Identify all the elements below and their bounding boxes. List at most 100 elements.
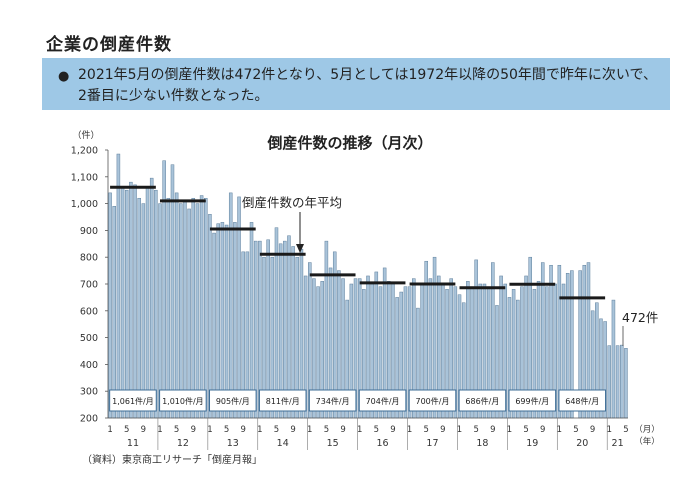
y-tick-label: 400 [80,360,98,371]
x-month-tick: 9 [191,425,196,435]
year-average-box [558,389,607,412]
x-unit-year: （年） [634,436,660,447]
year-average-label: 905件/月 [216,396,250,406]
bar [624,348,628,419]
bar [607,345,612,419]
average-lines [110,185,606,300]
y-tick-label: 500 [80,333,98,344]
year-average-label: 699件/月 [515,396,549,406]
bar [149,177,154,419]
y-tick-label: 300 [80,387,98,398]
x-month-tick: 1 [357,425,362,435]
year-average-box [209,389,257,412]
x-year-label: 17 [426,438,438,449]
x-month-tick: 5 [324,425,329,435]
x-year-label: 21 [612,438,624,449]
x-month-tick: 5 [573,425,578,435]
x-year-label: 16 [377,438,389,449]
y-tick-label: 1,000 [71,199,98,210]
y-tick-label: 700 [80,280,98,291]
y-axis-label: （件） [72,129,99,141]
x-month-tick: 9 [141,425,146,435]
x-month-tick: 1 [557,425,562,435]
x-month-tick: 1 [607,425,612,435]
x-month-tick: 9 [590,425,595,435]
annotation-arrowhead [296,244,304,253]
bar [199,195,204,419]
x-month-tick: 5 [174,425,179,435]
x-year-label: 14 [277,438,289,449]
last-value-label: 472件 [622,310,658,325]
x-month-tick: 1 [307,425,312,435]
year-average-label: 734件/月 [316,396,350,406]
bar [249,222,254,419]
bar [611,299,616,419]
y-tick-label: 800 [80,253,98,264]
year-average-box [358,389,407,412]
bar [162,160,166,419]
bar [145,187,150,419]
year-average-box [458,389,507,412]
bar [216,223,220,419]
bar [116,153,121,419]
bar [228,192,233,419]
year-average-box [159,389,207,412]
bar [141,203,146,419]
y-tick-label: 900 [80,226,98,237]
x-year-label: 12 [177,438,189,449]
x-month-tick: 1 [507,425,512,435]
source-note: （資料）東京商工リサーチ「倒産月報」 [82,453,262,466]
callout-text: 2021年5月の倒産件数は472件となり、5月としては1972年以降の50年間で… [78,67,657,104]
x-month-tick: 5 [124,425,129,435]
x-month-tick: 1 [257,425,262,435]
bar [204,197,208,419]
bar [124,189,129,419]
x-year-label: 18 [476,438,488,449]
bar [133,184,137,419]
bar [137,197,141,419]
x-month-tick: 1 [457,425,462,435]
x-year-label: 13 [227,438,239,449]
bullet-icon: ● [58,69,70,84]
x-month-tick: 5 [623,425,628,435]
x-month-tick: 9 [540,425,545,435]
x-year-label: 20 [576,438,588,449]
bar [154,189,158,419]
year-average-box [508,389,557,412]
year-average-label: 811件/月 [266,396,300,406]
x-month-tick: 5 [473,425,478,435]
x-month-tick: 9 [240,425,245,435]
bar [615,345,620,419]
bar [179,203,183,419]
x-month-tick: 1 [407,425,412,435]
y-tick-label: 200 [80,414,98,425]
bar [195,203,200,419]
bar [158,203,162,419]
year-average-label: 700件/月 [415,396,449,406]
bar [191,197,196,419]
bar [187,208,191,419]
x-month-tick: 9 [490,425,495,435]
y-tick-label: 1,100 [71,172,98,183]
year-average-box [408,389,457,412]
summary-callout: ● 2021年5月の倒産件数は472件となり、5月としては1972年以降の50年… [42,58,670,110]
x-month-tick: 5 [274,425,279,435]
bar [620,344,624,419]
year-average-box [308,389,357,412]
year-average-box [258,389,307,412]
year-average-label: 704件/月 [366,396,400,406]
bar [233,222,237,419]
annotation-label: 倒産件数の年平均 [242,195,342,210]
bars [108,153,628,419]
chart-title: 倒産件数の推移（月次） [266,134,432,152]
x-month-tick: 1 [107,425,112,435]
average-labels: 1,061件/月 1,010件/月 905件/月 811件/月 734件/月 704件/月… [109,389,607,412]
x-unit-month: （月） [634,424,660,435]
x-year-label: 19 [526,438,538,449]
bar [129,181,133,419]
x-year-label: 15 [327,438,339,449]
x-month-tick: 5 [523,425,528,435]
x-month-tick: 9 [290,425,295,435]
year-average-label: 648件/月 [565,396,599,406]
